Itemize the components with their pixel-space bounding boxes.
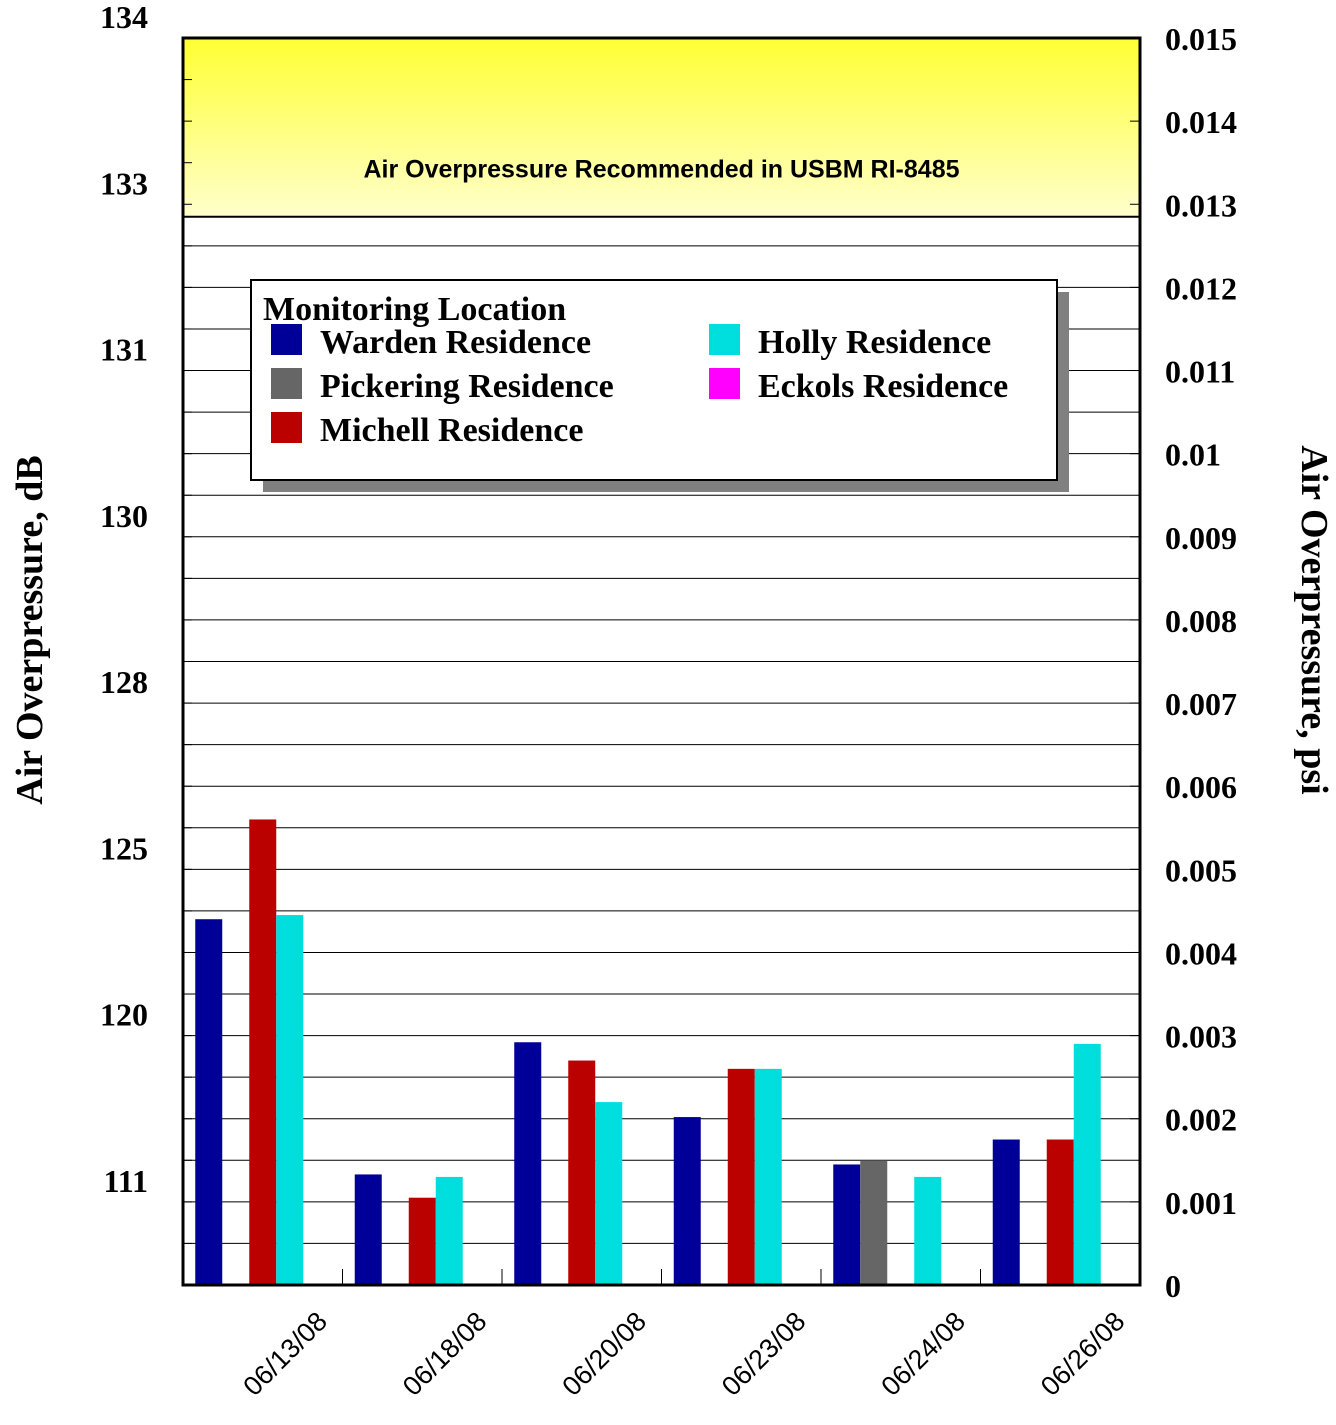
bar — [673, 1117, 701, 1285]
y-tick-label: 128 — [100, 664, 148, 700]
x-tick-label: 06/26/08 — [1035, 1306, 1131, 1402]
bar — [754, 1068, 782, 1285]
y2-axis-title: Air Overpressure, psi — [1293, 445, 1335, 794]
bar — [1073, 1043, 1101, 1285]
x-tick-label: 06/13/08 — [237, 1306, 333, 1402]
y-tick-label: 134 — [100, 0, 148, 35]
bar — [833, 1164, 861, 1285]
legend-label: Warden Residence — [320, 324, 591, 361]
legend-label: Pickering Residence — [320, 368, 614, 405]
legend-swatch — [271, 368, 302, 399]
y2-tick-label: 0.015 — [1165, 21, 1237, 57]
bar — [860, 1160, 888, 1285]
legend-swatch — [271, 412, 302, 443]
threshold-band — [183, 38, 1140, 217]
x-tick-label: 06/23/08 — [716, 1306, 812, 1402]
y2-tick-label: 0.011 — [1165, 354, 1235, 390]
y-tick-label: 130 — [100, 498, 148, 534]
legend-label: Michell Residence — [320, 412, 583, 449]
bar — [568, 1060, 596, 1285]
legend-title: Monitoring Location — [263, 291, 566, 328]
threshold-label: Air Overpressure Recommended in USBM RI-… — [363, 155, 959, 183]
legend-swatch — [709, 368, 740, 399]
legend-swatch — [709, 324, 740, 355]
bar — [408, 1197, 436, 1285]
y2-tick-label: 0.01 — [1165, 437, 1221, 473]
y2-tick-label: 0.012 — [1165, 270, 1237, 306]
legend-swatch — [271, 324, 302, 355]
y2-tick-label: 0.002 — [1165, 1102, 1237, 1138]
y-tick-label: 133 — [100, 165, 148, 201]
legend-label: Holly Residence — [758, 324, 991, 361]
y2-tick-label: 0.006 — [1165, 769, 1237, 805]
y2-tick-label: 0.004 — [1165, 935, 1237, 971]
y2-tick-label: 0.014 — [1165, 104, 1237, 140]
y2-tick-label: 0.008 — [1165, 603, 1237, 639]
y2-tick-label: 0.003 — [1165, 1019, 1237, 1055]
bar — [992, 1139, 1020, 1285]
y2-tick-label: 0.005 — [1165, 852, 1237, 888]
y-tick-label: 131 — [100, 332, 148, 368]
bar — [595, 1102, 623, 1285]
bar — [435, 1176, 463, 1285]
y-tick-label: 111 — [104, 1163, 148, 1199]
x-tick-label: 06/18/08 — [397, 1306, 493, 1402]
y-tick-label: 125 — [100, 830, 148, 866]
bar — [249, 819, 277, 1285]
bar — [914, 1176, 942, 1285]
legend-box — [250, 279, 1058, 481]
bar — [276, 915, 304, 1285]
y2-tick-label: 0.001 — [1165, 1185, 1237, 1221]
bar — [514, 1042, 542, 1285]
bar — [195, 919, 223, 1285]
bar — [354, 1174, 382, 1285]
bar — [1046, 1139, 1074, 1285]
y2-tick-label: 0.013 — [1165, 187, 1237, 223]
x-tick-label: 06/20/08 — [556, 1306, 652, 1402]
y2-tick-label: 0.009 — [1165, 520, 1237, 556]
y-axis-title: Air Overpressure, dB — [9, 455, 51, 804]
y2-tick-label: 0 — [1165, 1268, 1181, 1304]
y-tick-label: 120 — [100, 997, 148, 1033]
legend-label: Eckols Residence — [758, 368, 1008, 405]
x-tick-label: 06/24/08 — [875, 1306, 971, 1402]
bar — [727, 1068, 755, 1285]
y2-tick-label: 0.007 — [1165, 686, 1237, 722]
